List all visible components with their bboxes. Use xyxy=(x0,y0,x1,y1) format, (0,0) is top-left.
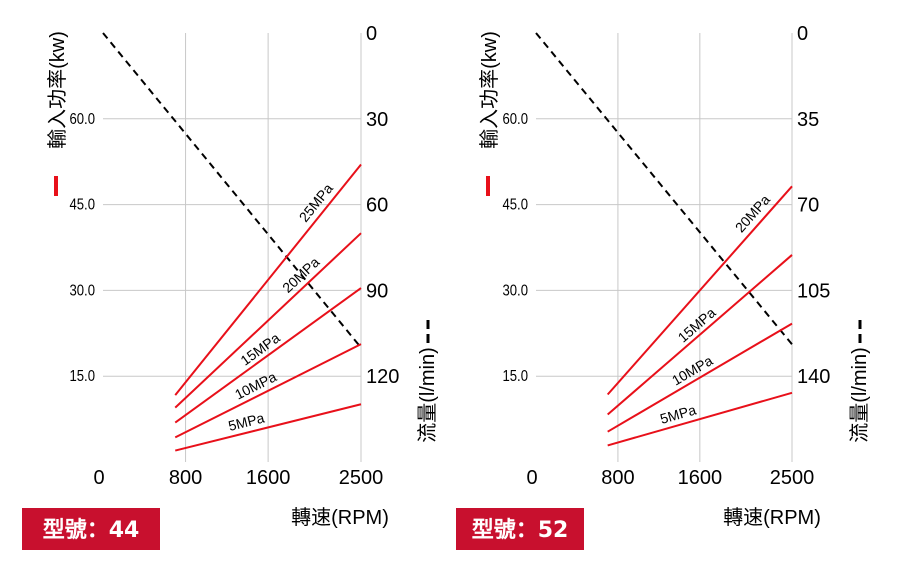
power-legend-swatch xyxy=(486,176,490,196)
y-right-tick-label: 105 xyxy=(797,280,830,302)
grid xyxy=(536,33,793,462)
power-line-20mpa xyxy=(174,232,362,409)
series-lines xyxy=(102,32,362,452)
model-label: 型號：44 xyxy=(43,518,140,543)
y-right-tick-label: 60 xyxy=(366,195,388,217)
power-line-10mpa xyxy=(174,343,362,439)
y-left-tick-label: 15.0 xyxy=(69,368,95,385)
x-axis-label: 轉速(RPM) xyxy=(723,506,821,529)
right-axis-label: 流量(l/min) xyxy=(848,347,871,443)
y-right-tick-label: 35 xyxy=(797,109,819,131)
power-legend-swatch xyxy=(54,176,58,196)
x-tick-label: 800 xyxy=(601,467,634,489)
power-line-20mpa xyxy=(606,185,793,396)
model-label: 型號：52 xyxy=(472,518,569,543)
power-line-15mpa xyxy=(174,287,362,424)
right-axis-label: 流量(l/min) xyxy=(416,347,439,443)
series-lines xyxy=(535,32,793,447)
x-tick-label: 2500 xyxy=(339,467,384,489)
x-tick-label: 0 xyxy=(93,467,104,489)
y-left-tick-label: 30.0 xyxy=(502,282,528,299)
x-tick-label: 1600 xyxy=(678,467,723,489)
y-right-tick-label: 70 xyxy=(797,195,819,217)
y-left-tick-label: 30.0 xyxy=(69,282,95,299)
y-right-tick-label: 0 xyxy=(797,23,808,45)
power-line-5mpa xyxy=(607,391,793,447)
series-label: 5MPa xyxy=(658,401,698,426)
right-axis-title: 流量(l/min) xyxy=(416,347,439,443)
y-left-tick-label: 60.0 xyxy=(502,111,528,128)
power-line-5mpa xyxy=(174,403,362,452)
left-axis-title: 輸入功率(kw) xyxy=(478,31,501,149)
y-left-tick-label: 45.0 xyxy=(69,196,95,213)
x-tick-label: 2500 xyxy=(770,467,815,489)
tick-labels: 0 800 1600 2500 15.0 30.0 45.0 60.0 0 30 60 90 120 xyxy=(69,23,399,489)
right-axis-title: 流量(l/min) xyxy=(848,347,871,443)
chart-model-44: 0 800 1600 2500 15.0 30.0 45.0 60.0 0 30 60 90 120 2… xyxy=(22,23,439,550)
y-left-tick-label: 60.0 xyxy=(69,111,95,128)
x-tick-label: 800 xyxy=(169,467,202,489)
left-axis-label: 輸入功率(kw) xyxy=(478,31,501,149)
y-right-tick-label: 140 xyxy=(797,366,830,388)
left-axis-label: 輸入功率(kw) xyxy=(46,31,69,149)
flow-line xyxy=(102,32,362,349)
model-badge xyxy=(22,508,160,550)
y-left-tick-label: 45.0 xyxy=(502,196,528,213)
flow-line xyxy=(535,32,793,345)
left-axis-title: 輸入功率(kw) xyxy=(46,31,69,149)
power-line-15mpa xyxy=(607,254,793,416)
tick-labels: 0 800 1600 2500 15.0 30.0 45.0 60.0 0 35 70 105 140 xyxy=(502,23,830,489)
y-left-tick-label: 15.0 xyxy=(502,368,528,385)
power-line-10mpa xyxy=(607,322,793,433)
y-right-tick-label: 120 xyxy=(366,366,399,388)
y-right-tick-label: 30 xyxy=(366,109,388,131)
x-tick-label: 1600 xyxy=(246,467,291,489)
model-badge xyxy=(456,508,584,550)
y-right-tick-label: 90 xyxy=(366,280,388,302)
x-tick-label: 0 xyxy=(526,467,537,489)
grid xyxy=(103,33,362,462)
x-axis-label: 轉速(RPM) xyxy=(291,506,389,529)
y-right-tick-label: 0 xyxy=(366,23,377,45)
chart-model-52: 0 800 1600 250015.030.045.060.003570105140 … xyxy=(456,23,871,550)
power-line-25mpa xyxy=(174,163,362,396)
